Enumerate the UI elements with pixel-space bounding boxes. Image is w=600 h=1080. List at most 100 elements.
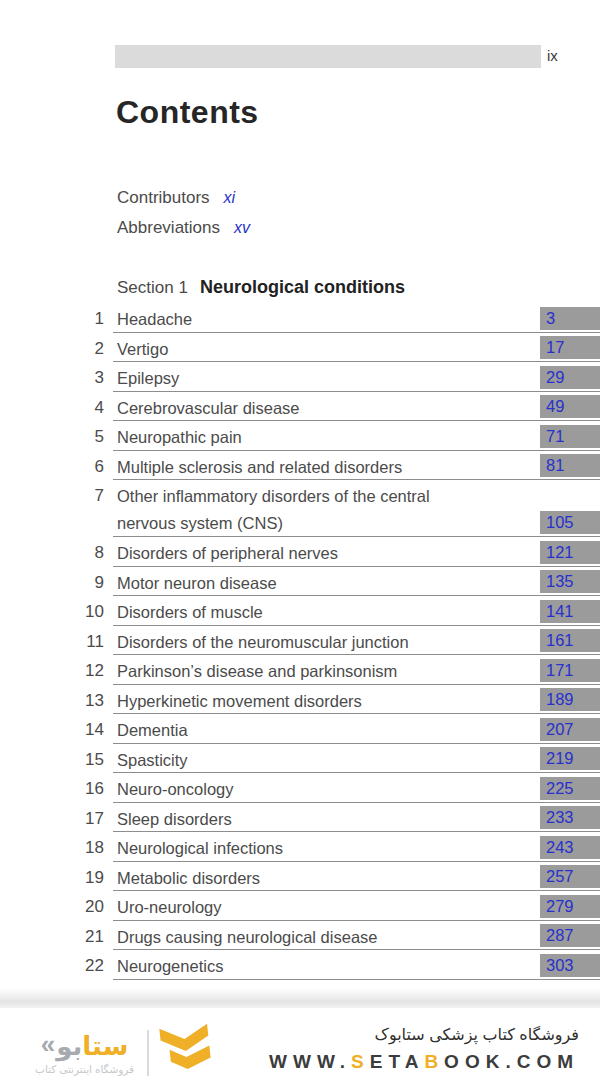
page-number-box: 219 bbox=[540, 747, 600, 770]
chapter-number: 4 bbox=[0, 395, 104, 422]
url-part: WWW. bbox=[269, 1051, 351, 1072]
chapter-page-number: 171 bbox=[540, 659, 600, 682]
chapter-title: Dementia bbox=[117, 717, 534, 744]
page-number-box: 225 bbox=[540, 777, 600, 800]
store-url: WWW.SETABOOK.COM bbox=[269, 1051, 579, 1073]
toc-row: 18 Neurological infections 243 bbox=[0, 832, 600, 862]
logo-wordmark: « بو ستا bbox=[41, 1031, 129, 1059]
toc-row: 16 Neuro-oncology 225 bbox=[0, 773, 600, 803]
chapter-number: 17 bbox=[0, 806, 104, 833]
chapter-number: 16 bbox=[0, 776, 104, 803]
toc-row: 10 Disorders of muscle 141 bbox=[0, 596, 600, 626]
chapter-title: Motor neuron disease bbox=[117, 570, 534, 597]
front-matter-page-ref: xi bbox=[224, 189, 236, 206]
section-prefix: Section 1 bbox=[117, 278, 188, 297]
chapter-number: 11 bbox=[0, 629, 104, 656]
page-number-box: 141 bbox=[540, 600, 600, 623]
chapter-page-number: 279 bbox=[540, 895, 600, 918]
chapter-title: Neurogenetics bbox=[117, 953, 534, 980]
page-number-box: 207 bbox=[540, 718, 600, 741]
front-matter-row: Contributors xi bbox=[117, 188, 250, 218]
page-number-box: 121 bbox=[540, 541, 600, 564]
front-matter-row: Abbreviationsxv bbox=[117, 218, 250, 248]
chapter-title: Drugs causing neurological disease bbox=[117, 924, 534, 951]
chapter-page-number: 105 bbox=[540, 511, 600, 534]
page-number-box: 71 bbox=[540, 425, 600, 448]
chapter-number: 14 bbox=[0, 717, 104, 744]
url-part: OOK.COM bbox=[444, 1051, 579, 1072]
chapter-title: Disorders of the neuromuscular junction bbox=[117, 629, 534, 656]
toc-row: 15 Spasticity 219 bbox=[0, 744, 600, 774]
chapter-page-number: 121 bbox=[540, 541, 600, 564]
chapter-page-number: 49 bbox=[540, 395, 600, 418]
logo-divider bbox=[147, 1030, 149, 1076]
chapter-page-number: 219 bbox=[540, 747, 600, 770]
section-heading: Section 1 Neurological conditions bbox=[117, 277, 405, 298]
chapter-page-number: 225 bbox=[540, 777, 600, 800]
page-number-box: 81 bbox=[540, 454, 600, 477]
chapter-page-number: 233 bbox=[540, 806, 600, 829]
page-number-box: 29 bbox=[540, 366, 600, 389]
toc-row: 9 Motor neuron disease 135 bbox=[0, 567, 600, 597]
front-matter-label: Contributors bbox=[117, 188, 210, 207]
setabook-chevrons-icon bbox=[157, 1021, 215, 1080]
chapter-number: 10 bbox=[0, 599, 104, 626]
chapter-page-number: 17 bbox=[540, 336, 600, 359]
page-number-box: 257 bbox=[540, 865, 600, 888]
setabook-logo: « بو ستا فروشگاه اینترنتی کتاب bbox=[35, 1024, 212, 1080]
page-number-box: 161 bbox=[540, 629, 600, 652]
chapter-title: Cerebrovascular disease bbox=[117, 395, 534, 422]
page-number-box: 233 bbox=[540, 806, 600, 829]
chapter-title: Multiple sclerosis and related disorders bbox=[117, 454, 534, 481]
page-number-box: 171 bbox=[540, 659, 600, 682]
toc-row: 2 Vertigo 17 bbox=[0, 333, 600, 363]
chapter-title: Neuropathic pain bbox=[117, 424, 534, 451]
chapter-number: 12 bbox=[0, 658, 104, 685]
toc-row: 14 Dementia 207 bbox=[0, 714, 600, 744]
chapter-number: 21 bbox=[0, 924, 104, 951]
chapter-number: 3 bbox=[0, 365, 104, 392]
chapter-page-number: 71 bbox=[540, 425, 600, 448]
toc-row: 17 Sleep disorders 233 bbox=[0, 803, 600, 833]
page-number-box: 17 bbox=[540, 336, 600, 359]
chapter-number: 13 bbox=[0, 688, 104, 715]
url-part-highlight: B bbox=[424, 1051, 444, 1072]
toc-row: 11 Disorders of the neuromuscular juncti… bbox=[0, 626, 600, 656]
chapter-number: 19 bbox=[0, 865, 104, 892]
toc-list: 1 Headache 3 2 Vertigo 17 3 Epilepsy 29 … bbox=[0, 303, 600, 980]
front-matter-page-ref: xv bbox=[234, 219, 250, 236]
chapter-page-number: 3 bbox=[540, 307, 600, 330]
toc-row: 8 Disorders of peripheral nerves 121 bbox=[0, 537, 600, 567]
chapter-title: Disorders of muscle bbox=[117, 599, 534, 626]
chapter-number: 7 bbox=[0, 483, 104, 510]
logo-text-block: « بو ستا فروشگاه اینترنتی کتاب bbox=[35, 1031, 134, 1075]
logo-wordmark-gray: بو bbox=[56, 1033, 82, 1059]
chapter-page-number: 81 bbox=[540, 454, 600, 477]
page-number-box: 189 bbox=[540, 688, 600, 711]
chapter-title: Disorders of peripheral nerves bbox=[117, 540, 534, 567]
chapter-page-number: 303 bbox=[540, 954, 600, 977]
toc-row: 19 Metabolic disorders 257 bbox=[0, 862, 600, 892]
chapter-title: Headache bbox=[117, 306, 534, 333]
chapter-page-number: 141 bbox=[540, 600, 600, 623]
chapter-page-number: 243 bbox=[540, 836, 600, 859]
toc-row: 12 Parkinson’s disease and parkinsonism … bbox=[0, 655, 600, 685]
chapter-title: Hyperkinetic movement disorders bbox=[117, 688, 534, 715]
chapter-title: Neurological infections bbox=[117, 835, 534, 862]
section-title: Neurological conditions bbox=[200, 277, 405, 297]
chapter-number: 2 bbox=[0, 336, 104, 363]
chapter-number: 8 bbox=[0, 540, 104, 567]
page-number-box: 243 bbox=[540, 836, 600, 859]
chapter-title: Other inflammatory disorders of the cent… bbox=[117, 483, 534, 536]
chapter-title: Uro-neurology bbox=[117, 894, 534, 921]
chapter-number: 20 bbox=[0, 894, 104, 921]
logo-wordmark-yellow: ستا bbox=[82, 1033, 128, 1059]
page-number-box: 49 bbox=[540, 395, 600, 418]
chapter-page-number: 161 bbox=[540, 629, 600, 652]
toc-row: 3 Epilepsy 29 bbox=[0, 362, 600, 392]
url-part: ETA bbox=[370, 1051, 425, 1072]
chapter-title: Spasticity bbox=[117, 747, 534, 774]
toc-row: 13 Hyperkinetic movement disorders 189 bbox=[0, 685, 600, 715]
toc-row: 4 Cerebrovascular disease 49 bbox=[0, 392, 600, 422]
chapter-page-number: 189 bbox=[540, 688, 600, 711]
